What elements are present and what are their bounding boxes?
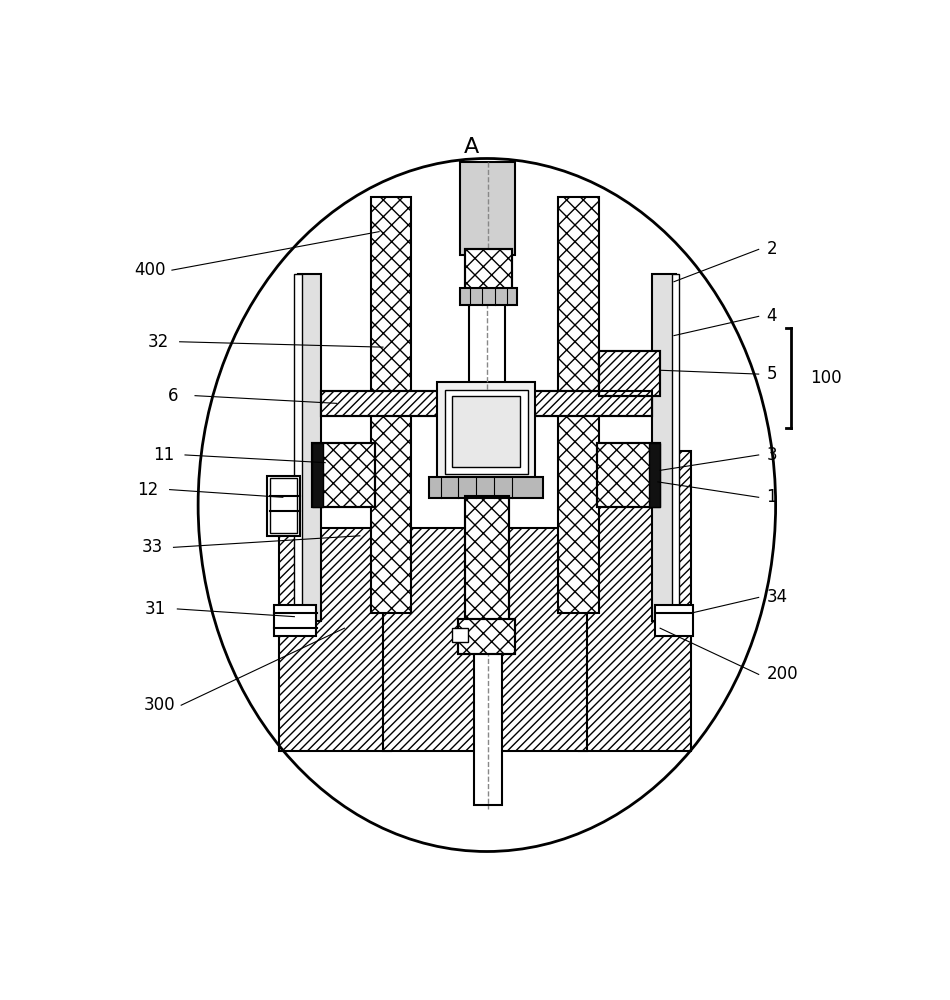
Bar — [274, 605, 316, 636]
Bar — [466, 249, 511, 292]
Bar — [469, 303, 505, 388]
Bar — [294, 274, 302, 620]
Bar — [598, 351, 660, 396]
Bar — [580, 451, 691, 751]
Bar — [298, 274, 321, 620]
Text: 2: 2 — [767, 240, 777, 258]
Bar — [655, 605, 694, 636]
Bar — [598, 351, 660, 396]
Bar — [460, 162, 515, 255]
Text: 400: 400 — [135, 261, 166, 279]
Text: 5: 5 — [767, 365, 777, 383]
Bar — [321, 391, 653, 416]
Bar — [459, 619, 515, 654]
Ellipse shape — [199, 158, 775, 852]
Bar — [313, 443, 323, 507]
Bar — [459, 619, 515, 654]
Bar — [321, 391, 653, 416]
Bar — [559, 197, 598, 613]
Bar — [474, 651, 502, 805]
Text: 6: 6 — [168, 387, 179, 405]
Text: 11: 11 — [153, 446, 174, 464]
Text: 300: 300 — [143, 696, 176, 714]
Bar — [452, 628, 467, 642]
Bar — [383, 528, 587, 751]
Bar — [371, 197, 411, 613]
Text: 34: 34 — [767, 588, 788, 606]
Bar — [429, 477, 543, 498]
Text: 200: 200 — [767, 665, 798, 683]
Text: 33: 33 — [142, 538, 162, 556]
Bar — [452, 396, 520, 467]
Bar — [650, 443, 660, 507]
Bar — [270, 478, 297, 533]
Text: 12: 12 — [138, 481, 159, 499]
Bar — [672, 274, 679, 620]
Text: 31: 31 — [145, 600, 166, 618]
Bar — [466, 249, 511, 292]
Bar — [653, 274, 675, 620]
Text: A: A — [464, 137, 479, 157]
Bar — [268, 476, 300, 536]
Bar — [445, 389, 527, 474]
Bar — [437, 382, 536, 482]
Bar — [313, 443, 375, 507]
Bar — [466, 496, 509, 623]
Text: 1: 1 — [767, 488, 777, 506]
Text: 100: 100 — [810, 369, 842, 387]
Bar — [279, 528, 390, 751]
Text: 3: 3 — [767, 446, 777, 464]
Bar — [597, 443, 660, 507]
Bar — [460, 288, 517, 305]
Bar — [466, 496, 509, 623]
Bar — [313, 443, 375, 507]
Bar — [597, 443, 660, 507]
Text: 4: 4 — [767, 307, 777, 325]
Text: 32: 32 — [147, 333, 169, 351]
